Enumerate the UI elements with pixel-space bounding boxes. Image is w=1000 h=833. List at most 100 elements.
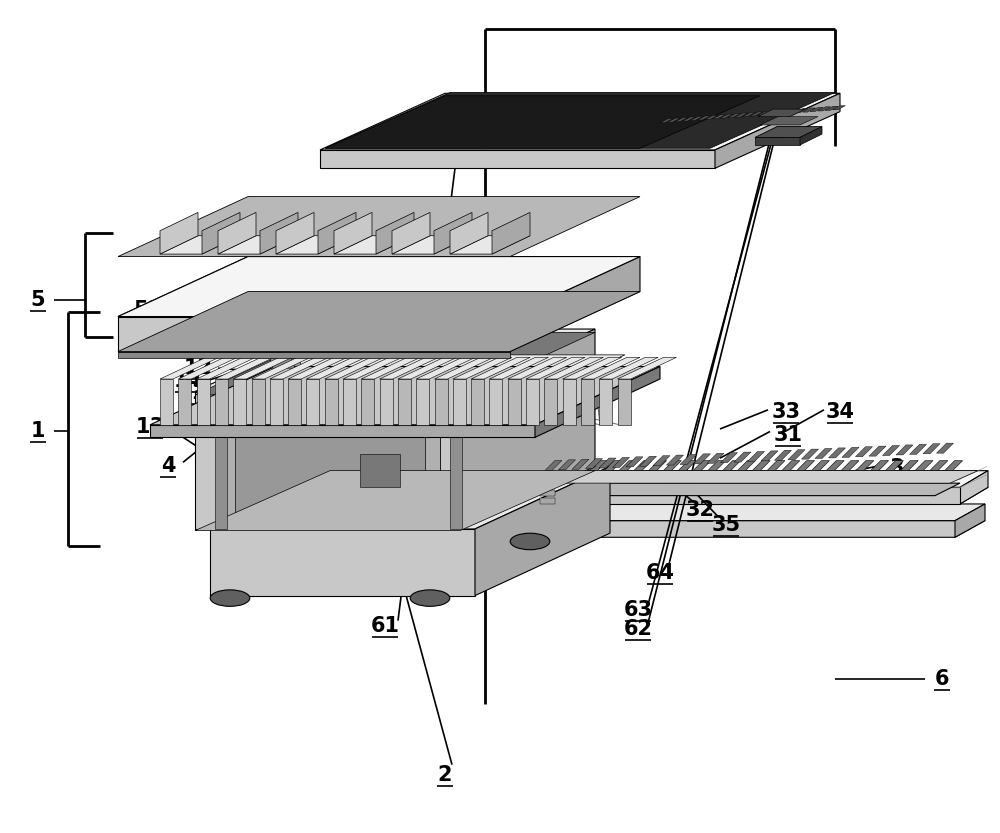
Polygon shape bbox=[885, 461, 903, 471]
Polygon shape bbox=[540, 448, 555, 454]
Polygon shape bbox=[252, 379, 264, 425]
Polygon shape bbox=[416, 357, 475, 379]
Polygon shape bbox=[955, 504, 985, 537]
Polygon shape bbox=[325, 357, 384, 379]
Polygon shape bbox=[572, 459, 589, 469]
Polygon shape bbox=[544, 357, 603, 379]
Polygon shape bbox=[675, 117, 688, 122]
Polygon shape bbox=[160, 357, 219, 379]
Polygon shape bbox=[215, 392, 227, 529]
Polygon shape bbox=[118, 197, 640, 257]
Polygon shape bbox=[118, 317, 510, 352]
Polygon shape bbox=[218, 212, 256, 254]
Polygon shape bbox=[923, 444, 940, 454]
Polygon shape bbox=[318, 212, 356, 254]
Polygon shape bbox=[565, 483, 960, 496]
Polygon shape bbox=[270, 355, 625, 368]
Polygon shape bbox=[450, 212, 488, 254]
Polygon shape bbox=[288, 379, 301, 425]
Polygon shape bbox=[295, 392, 350, 412]
Polygon shape bbox=[270, 333, 300, 368]
Polygon shape bbox=[118, 292, 640, 352]
Polygon shape bbox=[856, 461, 874, 471]
Ellipse shape bbox=[410, 590, 450, 606]
Polygon shape bbox=[604, 461, 622, 471]
Polygon shape bbox=[197, 357, 256, 379]
Polygon shape bbox=[708, 461, 726, 471]
Polygon shape bbox=[802, 449, 819, 459]
Polygon shape bbox=[663, 461, 681, 471]
Polygon shape bbox=[195, 392, 460, 529]
Polygon shape bbox=[535, 504, 985, 521]
Polygon shape bbox=[653, 456, 670, 466]
Polygon shape bbox=[682, 117, 696, 121]
Polygon shape bbox=[649, 461, 667, 471]
Text: 3: 3 bbox=[890, 458, 904, 478]
Polygon shape bbox=[800, 127, 822, 145]
Polygon shape bbox=[272, 343, 295, 368]
Text: 61: 61 bbox=[370, 616, 400, 636]
Polygon shape bbox=[453, 379, 466, 425]
Polygon shape bbox=[720, 114, 733, 118]
Polygon shape bbox=[586, 459, 602, 469]
Polygon shape bbox=[526, 357, 585, 379]
Polygon shape bbox=[471, 379, 484, 425]
Polygon shape bbox=[376, 212, 414, 254]
Polygon shape bbox=[118, 352, 510, 358]
Polygon shape bbox=[540, 487, 960, 504]
Polygon shape bbox=[680, 455, 697, 465]
Polygon shape bbox=[270, 368, 595, 379]
Polygon shape bbox=[810, 107, 823, 112]
Polygon shape bbox=[306, 379, 319, 425]
Text: 31: 31 bbox=[774, 425, 802, 445]
Polygon shape bbox=[619, 461, 637, 471]
Text: 35: 35 bbox=[711, 515, 741, 535]
Text: 2: 2 bbox=[438, 765, 452, 785]
Polygon shape bbox=[758, 112, 771, 116]
Text: 33: 33 bbox=[772, 402, 800, 422]
Polygon shape bbox=[618, 379, 631, 425]
Polygon shape bbox=[540, 498, 555, 504]
Polygon shape bbox=[325, 379, 338, 425]
Polygon shape bbox=[398, 357, 457, 379]
Polygon shape bbox=[320, 150, 715, 168]
Ellipse shape bbox=[510, 533, 550, 550]
Polygon shape bbox=[772, 110, 786, 114]
Polygon shape bbox=[325, 96, 760, 148]
Polygon shape bbox=[558, 460, 576, 470]
Polygon shape bbox=[937, 443, 954, 453]
Polygon shape bbox=[765, 111, 778, 115]
Text: 6: 6 bbox=[935, 669, 949, 689]
Polygon shape bbox=[712, 115, 726, 119]
Polygon shape bbox=[869, 446, 886, 456]
Polygon shape bbox=[398, 379, 411, 425]
Polygon shape bbox=[508, 379, 521, 425]
Polygon shape bbox=[306, 357, 365, 379]
Polygon shape bbox=[871, 461, 889, 471]
Polygon shape bbox=[945, 461, 963, 471]
Polygon shape bbox=[626, 456, 643, 466]
Polygon shape bbox=[678, 461, 696, 471]
Polygon shape bbox=[360, 454, 400, 487]
Polygon shape bbox=[450, 236, 530, 254]
Polygon shape bbox=[535, 521, 985, 537]
Polygon shape bbox=[668, 118, 680, 122]
Text: 12: 12 bbox=[184, 358, 212, 378]
Polygon shape bbox=[540, 487, 988, 504]
Polygon shape bbox=[471, 357, 530, 379]
Polygon shape bbox=[560, 461, 578, 471]
Polygon shape bbox=[233, 379, 246, 425]
Text: 13: 13 bbox=[136, 417, 164, 437]
Polygon shape bbox=[960, 471, 988, 504]
Polygon shape bbox=[825, 107, 838, 111]
Polygon shape bbox=[325, 92, 835, 148]
Polygon shape bbox=[930, 461, 948, 471]
Text: 1: 1 bbox=[31, 421, 45, 441]
Polygon shape bbox=[634, 461, 652, 471]
Polygon shape bbox=[815, 448, 832, 458]
Polygon shape bbox=[118, 257, 640, 317]
Text: 11: 11 bbox=[178, 383, 207, 403]
Polygon shape bbox=[215, 379, 228, 425]
Polygon shape bbox=[640, 456, 657, 466]
Polygon shape bbox=[698, 116, 710, 120]
